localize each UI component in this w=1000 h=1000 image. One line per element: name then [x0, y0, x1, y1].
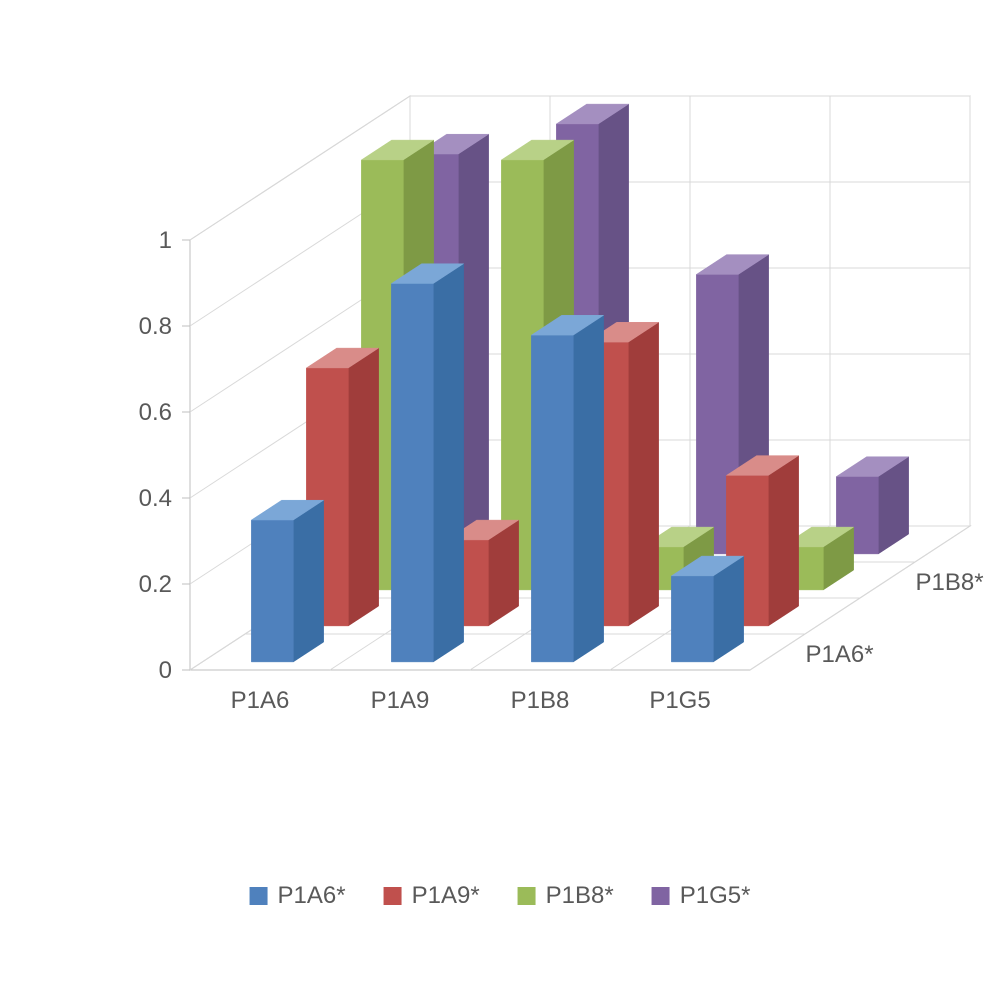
- chart-svg: 00.20.40.60.81P1A6P1A9P1B8P1G5P1A6*P1B8*: [80, 60, 920, 760]
- svg-text:1: 1: [159, 227, 172, 254]
- legend-swatch: [518, 887, 536, 905]
- svg-text:0.6: 0.6: [139, 399, 172, 426]
- svg-text:0: 0: [159, 657, 172, 684]
- svg-text:P1G5: P1G5: [649, 687, 710, 714]
- legend-label: P1B8*: [546, 882, 614, 910]
- svg-text:P1B8: P1B8: [511, 687, 570, 714]
- svg-text:0.8: 0.8: [139, 313, 172, 340]
- svg-text:P1A6*: P1A6*: [806, 641, 874, 668]
- svg-text:0.2: 0.2: [139, 571, 172, 598]
- legend-label: P1G5*: [680, 882, 751, 910]
- svg-text:P1B8*: P1B8*: [916, 569, 984, 596]
- legend-swatch: [652, 887, 670, 905]
- legend-item: P1G5*: [652, 882, 751, 910]
- legend-swatch: [384, 887, 402, 905]
- legend-swatch: [250, 887, 268, 905]
- legend-item: P1B8*: [518, 882, 614, 910]
- svg-text:0.4: 0.4: [139, 485, 172, 512]
- svg-text:P1A6: P1A6: [231, 687, 290, 714]
- legend-item: P1A9*: [384, 882, 480, 910]
- legend-label: P1A6*: [278, 882, 346, 910]
- svg-text:P1A9: P1A9: [371, 687, 430, 714]
- chart-legend: P1A6* P1A9* P1B8* P1G5*: [250, 882, 751, 910]
- chart-container: 00.20.40.60.81P1A6P1A9P1B8P1G5P1A6*P1B8*: [80, 60, 920, 880]
- legend-label: P1A9*: [412, 882, 480, 910]
- legend-item: P1A6*: [250, 882, 346, 910]
